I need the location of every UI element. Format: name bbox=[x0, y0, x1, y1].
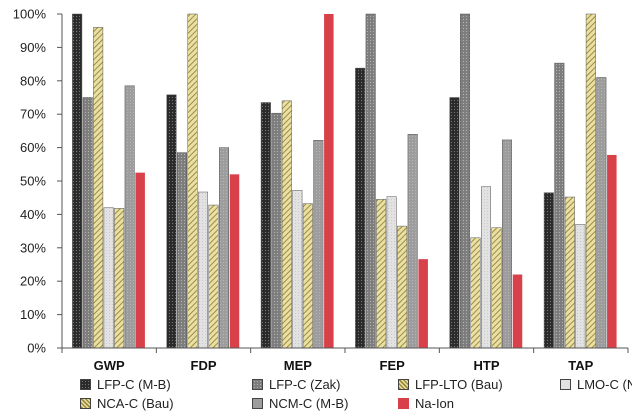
bars-group bbox=[72, 13, 617, 349]
bar-lfp-c-zak-gwp bbox=[82, 97, 93, 349]
bar-na-ion-fdp bbox=[229, 174, 240, 348]
legend: LFP-C (M-B) LFP-C (Zak) LFP-LTO (Bau) LMO-C… bbox=[0, 374, 632, 416]
category-label: TAP bbox=[568, 358, 593, 373]
bar-chart: 0% 10% 20% 30% 40% 50% 60% 70% 80% 90% 100% GWP FDP… bbox=[13, 7, 629, 373]
bar-lfp-lto-bau-fep bbox=[376, 199, 387, 349]
bar-lfp-c-zak-fdp bbox=[177, 152, 187, 349]
bar-na-ion-htp bbox=[512, 274, 523, 348]
legend-swatch bbox=[252, 379, 263, 390]
y-tick-label: 50% bbox=[20, 174, 46, 189]
legend-item: LFP-C (M-B) bbox=[80, 377, 171, 392]
bar-lmo-c-not-fep bbox=[386, 196, 397, 349]
bar-lfp-c-m-b-htp bbox=[449, 97, 460, 349]
legend-swatch bbox=[398, 379, 409, 390]
legend-swatch bbox=[560, 379, 571, 390]
legend-label: LFP-C (Zak) bbox=[269, 377, 341, 392]
legend-swatch bbox=[252, 398, 263, 409]
legend-item: NCA-C (Bau) bbox=[80, 396, 174, 411]
legend-swatch bbox=[80, 379, 91, 390]
y-tick-label: 0% bbox=[27, 341, 46, 356]
y-tick-label: 70% bbox=[20, 107, 46, 122]
y-tick-label: 90% bbox=[20, 40, 46, 55]
y-tick-label: 10% bbox=[20, 307, 46, 322]
bar-nca-c-bau-mep bbox=[302, 203, 313, 349]
legend-label: LMO-C (Not) bbox=[577, 377, 632, 392]
bar-ncm-c-m-b-htp bbox=[502, 139, 512, 349]
bar-lfp-lto-bau-tap bbox=[564, 196, 575, 349]
category-label: FEP bbox=[380, 358, 406, 373]
legend-swatch bbox=[80, 398, 91, 409]
bar-lfp-c-m-b-fep bbox=[355, 67, 366, 349]
bar-na-ion-fep bbox=[418, 259, 428, 348]
bar-ncm-c-m-b-mep bbox=[313, 140, 324, 349]
bar-ncm-c-m-b-fdp bbox=[219, 147, 229, 349]
bar-lmo-c-not-tap bbox=[575, 224, 586, 349]
legend-label: NCA-C (Bau) bbox=[97, 396, 174, 411]
bar-lfp-c-zak-tap bbox=[554, 62, 565, 349]
bar-nca-c-bau-fdp bbox=[208, 204, 219, 349]
category-label: FDP bbox=[191, 358, 217, 373]
bar-ncm-c-m-b-fep bbox=[407, 133, 418, 349]
bar-lfp-c-zak-fep bbox=[365, 13, 376, 349]
legend-label: LFP-LTO (Bau) bbox=[415, 377, 503, 392]
legend-swatch bbox=[398, 398, 409, 409]
bar-lfp-c-m-b-fdp bbox=[166, 94, 177, 349]
bar-na-ion-gwp bbox=[135, 172, 145, 348]
legend-label: Na-Ion bbox=[415, 396, 455, 411]
bar-lmo-c-not-htp bbox=[481, 186, 491, 349]
bar-nca-c-bau-htp bbox=[491, 227, 502, 349]
bar-nca-c-bau-gwp bbox=[114, 208, 125, 349]
legend-label: NCM-C (M-B) bbox=[269, 396, 349, 411]
y-tick-label: 20% bbox=[20, 274, 46, 289]
category-label: MEP bbox=[284, 358, 313, 373]
legend-item: LFP-LTO (Bau) bbox=[398, 377, 503, 392]
x-axis: GWP FDP MEP FEP HTP TAP bbox=[61, 347, 629, 373]
legend-item: LFP-C (Zak) bbox=[252, 377, 341, 392]
legend-item: Na-Ion bbox=[398, 396, 454, 411]
bar-lmo-c-not-gwp bbox=[103, 207, 114, 349]
bar-lfp-c-m-b-mep bbox=[260, 102, 271, 349]
bar-lfp-c-m-b-tap bbox=[543, 192, 554, 349]
bar-lfp-c-zak-htp bbox=[460, 13, 470, 349]
bar-na-ion-tap bbox=[607, 154, 617, 348]
y-tick-label: 40% bbox=[20, 207, 46, 222]
y-tick-label: 60% bbox=[20, 140, 46, 155]
category-label: GWP bbox=[94, 358, 125, 373]
bar-ncm-c-m-b-tap bbox=[596, 77, 607, 349]
y-tick-label: 30% bbox=[20, 240, 46, 255]
bar-lfp-c-zak-mep bbox=[271, 112, 282, 349]
bar-nca-c-bau-tap bbox=[585, 13, 596, 349]
bar-na-ion-mep bbox=[324, 14, 334, 348]
legend-label: LFP-C (M-B) bbox=[97, 377, 171, 392]
bar-lfp-lto-bau-gwp bbox=[93, 27, 104, 349]
legend-item: LMO-C (Not) bbox=[560, 377, 632, 392]
bar-ncm-c-m-b-gwp bbox=[124, 85, 135, 349]
bar-nca-c-bau-fep bbox=[397, 225, 408, 349]
y-axis: 0% 10% 20% 30% 40% 50% 60% 70% 80% 90% 100% bbox=[13, 7, 63, 356]
bar-lfp-lto-bau-htp bbox=[470, 237, 481, 349]
legend-item: NCM-C (M-B) bbox=[252, 396, 348, 411]
bar-lfp-lto-bau-mep bbox=[281, 100, 292, 349]
bar-lmo-c-not-mep bbox=[292, 190, 303, 349]
category-label: HTP bbox=[474, 358, 500, 373]
bar-lfp-c-m-b-gwp bbox=[72, 13, 83, 349]
y-tick-label: 100% bbox=[13, 7, 47, 22]
y-tick-label: 80% bbox=[20, 73, 46, 88]
bar-lmo-c-not-fdp bbox=[198, 191, 208, 349]
bar-lfp-lto-bau-fdp bbox=[187, 13, 198, 349]
